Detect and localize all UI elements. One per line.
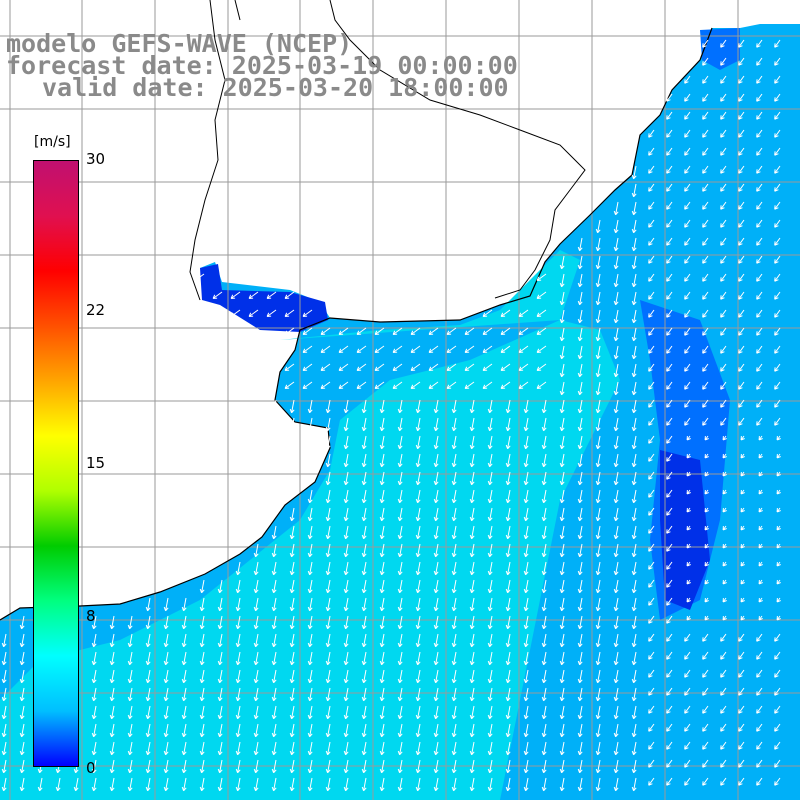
- colorbar-unit: [m/s]: [34, 134, 71, 150]
- title-forecast-date: forecast date: 2025-03-19 00:00:00: [6, 51, 518, 80]
- north-coast-zone: [700, 28, 740, 70]
- river-outline: [189, 0, 586, 301]
- colorbar-tick-15: 15: [86, 454, 106, 472]
- estuary-dark-zone: [200, 264, 328, 332]
- colorbar-tick-22: 22: [86, 301, 106, 319]
- coastline: [0, 27, 713, 621]
- ocean-deep-zone: [660, 450, 710, 610]
- colorbar-tick-8: 8: [86, 607, 96, 625]
- wind-arrows: [1, 39, 781, 792]
- colorbar-tick-0: 0: [86, 759, 96, 777]
- colorbar: [33, 160, 79, 767]
- title-model: modelo GEFS-WAVE (NCEP): [6, 29, 353, 58]
- colorbar-tick-30: 30: [86, 150, 106, 168]
- wind-arrow-field: [1, 39, 781, 792]
- title-valid-date: valid date: 2025-03-20 18:00:00: [42, 73, 509, 102]
